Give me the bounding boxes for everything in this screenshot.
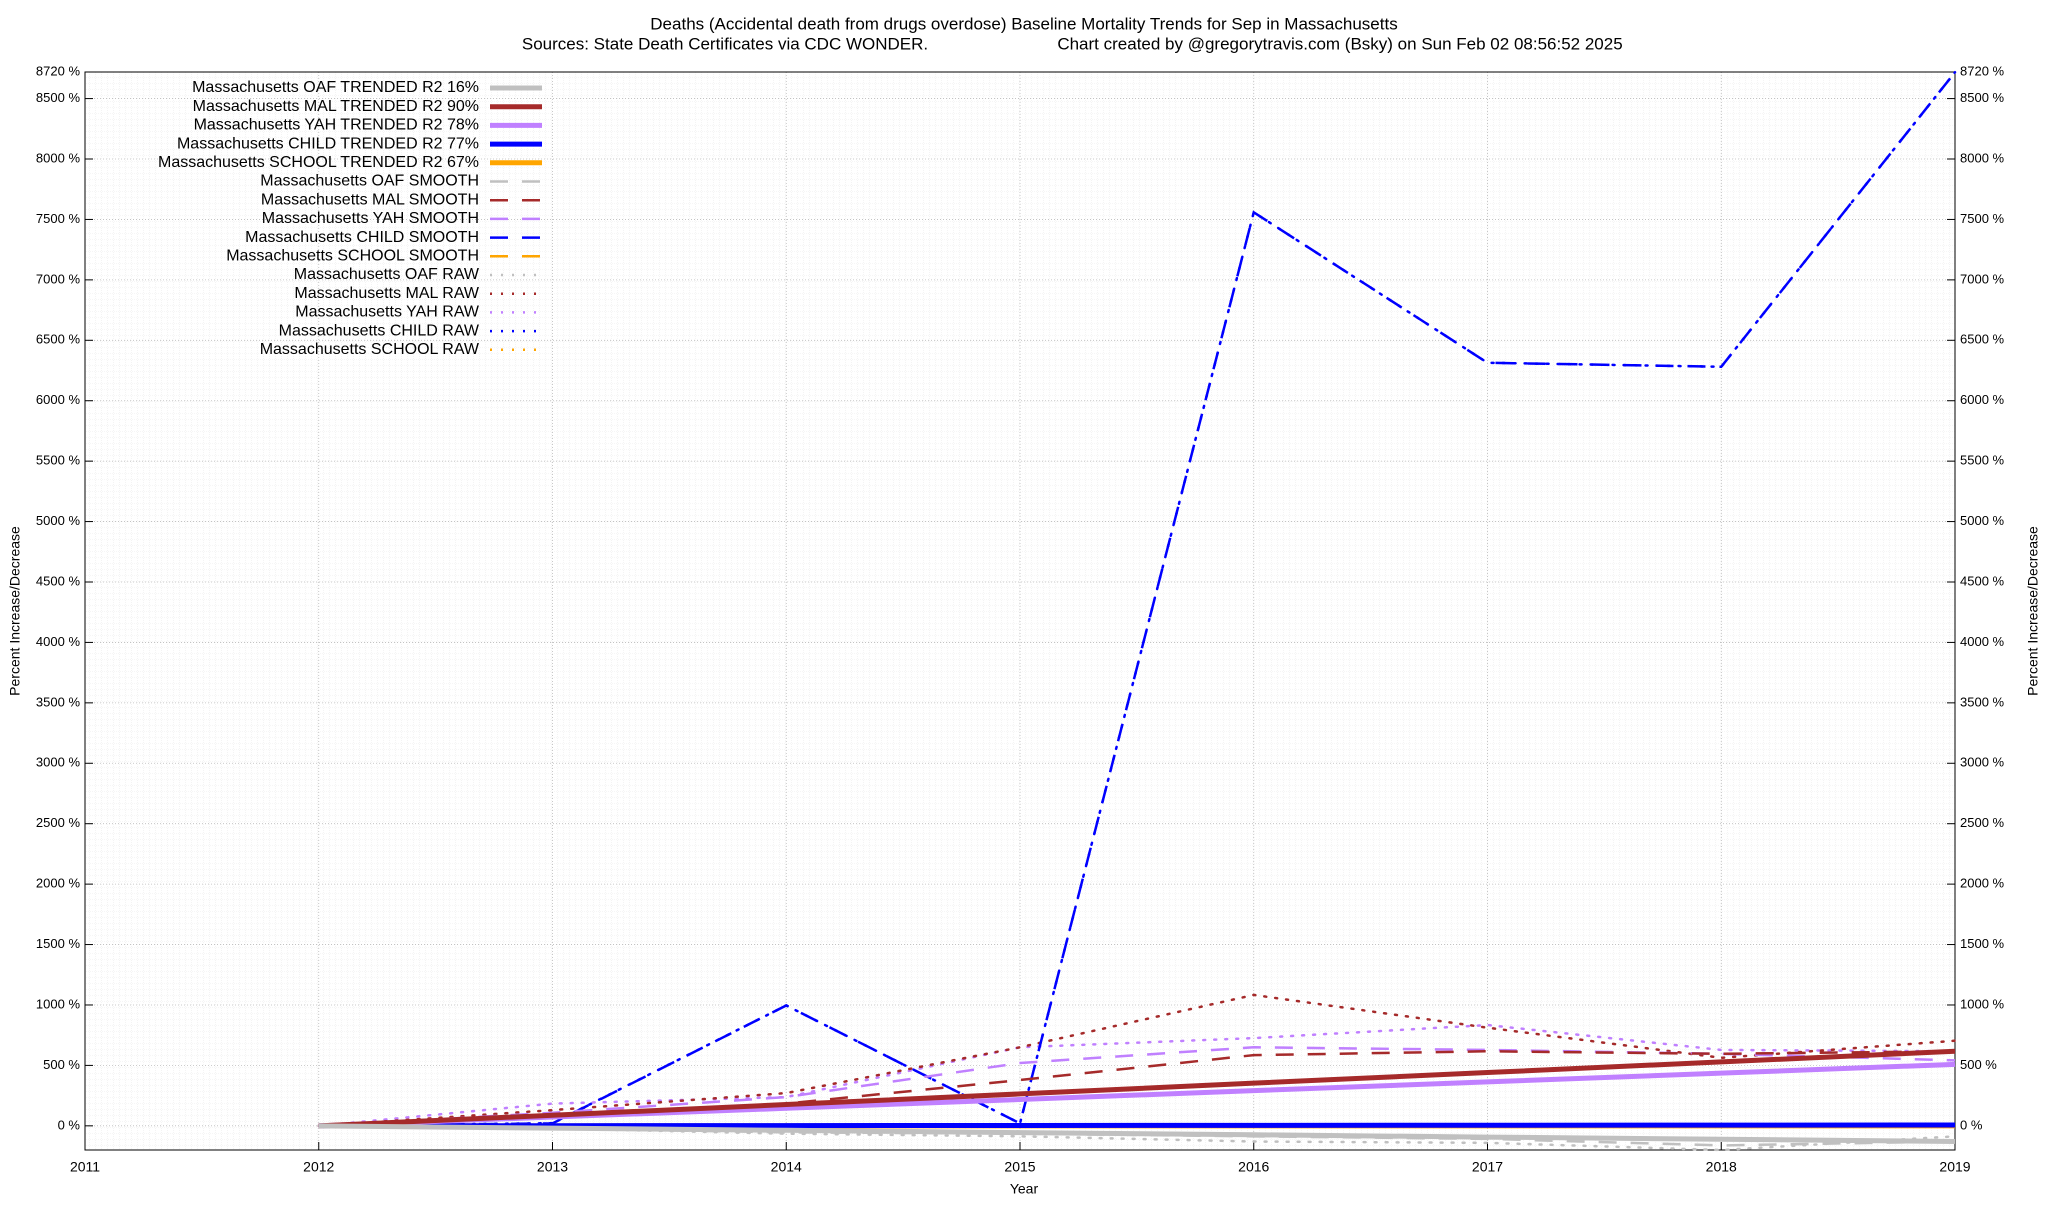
- legend-label: Massachusetts CHILD TRENDED R2 77%: [177, 135, 479, 152]
- legend-label: Massachusetts YAH RAW: [295, 304, 480, 321]
- y2-tick-label: 8000 %: [1960, 150, 2005, 165]
- legend-label: Massachusetts MAL SMOOTH: [261, 191, 479, 208]
- series-line: [318, 1122, 1956, 1129]
- legend-label: Massachusetts YAH TRENDED R2 78%: [194, 117, 479, 134]
- y2-tick-label: 8500 %: [1960, 90, 2005, 105]
- y2-tick-label: 6500 %: [1960, 332, 2005, 347]
- y-tick-label: 5500 %: [36, 453, 81, 468]
- y-axis-label: Percent Increase/Decrease: [7, 526, 23, 696]
- y-tick-label: 6000 %: [36, 392, 81, 407]
- y-tick-label: 4500 %: [36, 573, 81, 588]
- series-line: [318, 1123, 1956, 1145]
- y-tick-label: 7500 %: [36, 211, 81, 226]
- plot-background: [85, 72, 1955, 1150]
- y-tick-label: 2000 %: [36, 876, 81, 891]
- y2-tick-label: 5500 %: [1960, 453, 2005, 468]
- credit: Chart created by @gregorytravis.com (Bsk…: [1057, 34, 1622, 53]
- y-tick-label: 1500 %: [36, 936, 81, 951]
- y2-tick-label: 7500 %: [1960, 211, 2005, 226]
- y2-tick-label: 6000 %: [1960, 392, 2005, 407]
- y-tick-label: 1000 %: [36, 996, 81, 1011]
- series-line: [318, 71, 1956, 1128]
- y-tick-label: 4000 %: [36, 634, 81, 649]
- y2-tick-label: 4000 %: [1960, 634, 2005, 649]
- y2-tick-label: 3000 %: [1960, 755, 2005, 770]
- legend-label: Massachusetts OAF SMOOTH: [260, 173, 479, 190]
- y-tick-label: 8720 %: [36, 63, 81, 78]
- y-tick-label: 3500 %: [36, 694, 81, 709]
- series-line: [317, 70, 1957, 1128]
- x-tick-label: 2011: [70, 1159, 100, 1175]
- series-line: [317, 1124, 1957, 1152]
- y-tick-label: 500 %: [43, 1057, 80, 1072]
- x-tick-label: 2013: [537, 1159, 568, 1175]
- y2-tick-label: 0 %: [1960, 1117, 1983, 1132]
- y-tick-label: 8500 %: [36, 90, 81, 105]
- plot-frame: [84, 71, 1956, 1151]
- legend-label: Massachusetts YAH SMOOTH: [262, 210, 479, 227]
- x-tick-label: 2016: [1238, 1159, 1269, 1175]
- y-tick-label: 5000 %: [36, 513, 81, 528]
- legend-label: Massachusetts MAL TRENDED R2 90%: [193, 98, 479, 115]
- y2-tick-label: 3500 %: [1960, 694, 2005, 709]
- legend-label: Massachusetts CHILD RAW: [279, 322, 480, 339]
- x-tick-label: 2017: [1472, 1159, 1503, 1175]
- x-axis-label: Year: [1010, 1181, 1039, 1197]
- x-tick-label: 2014: [771, 1159, 802, 1175]
- series-line: [318, 1048, 1956, 1129]
- y-tick-label: 0 %: [58, 1117, 81, 1132]
- x-tick-label: 2018: [1706, 1159, 1737, 1175]
- x-tick-label: 2015: [1004, 1159, 1035, 1175]
- y2-tick-label: 2000 %: [1960, 876, 2005, 891]
- y2-tick-label: 1000 %: [1960, 996, 2005, 1011]
- y2-tick-label: 8720 %: [1960, 63, 2005, 78]
- y-tick-label: 2500 %: [36, 815, 81, 830]
- legend-label: Massachusetts SCHOOL TRENDED R2 67%: [158, 154, 479, 171]
- series-line: [317, 993, 1957, 1128]
- source: Sources: State Death Certificates via CD…: [522, 34, 928, 53]
- y2-tick-label: 500 %: [1960, 1057, 1997, 1072]
- x-tick-label: 2012: [303, 1159, 334, 1175]
- y2-tick-label: 4500 %: [1960, 573, 2005, 588]
- y-tick-label: 6500 %: [36, 332, 81, 347]
- legend-label: Massachusetts OAF TRENDED R2 16%: [192, 79, 479, 96]
- series-line: [318, 1046, 1956, 1128]
- y2-tick-label: 7000 %: [1960, 271, 2005, 286]
- legend-label: Massachusetts CHILD SMOOTH: [245, 229, 479, 246]
- legend-label: Massachusetts SCHOOL RAW: [260, 341, 480, 358]
- x-tick-label: 2019: [1939, 1159, 1970, 1175]
- y-tick-label: 3000 %: [36, 755, 81, 770]
- y-tick-label: 7000 %: [36, 271, 81, 286]
- y-tick-label: 8000 %: [36, 150, 81, 165]
- legend-label: Massachusetts MAL RAW: [294, 285, 480, 302]
- y2-tick-label: 2500 %: [1960, 815, 2005, 830]
- series-line: [317, 1023, 1957, 1128]
- legend-label: Massachusetts OAF RAW: [294, 266, 480, 283]
- y2-axis-label: Percent Increase/Decrease: [2025, 526, 2041, 696]
- y2-tick-label: 1500 %: [1960, 936, 2005, 951]
- chart-title: Deaths (Accidental death from drugs over…: [650, 14, 1397, 33]
- y2-tick-label: 5000 %: [1960, 513, 2005, 528]
- legend-label: Massachusetts SCHOOL SMOOTH: [226, 248, 479, 265]
